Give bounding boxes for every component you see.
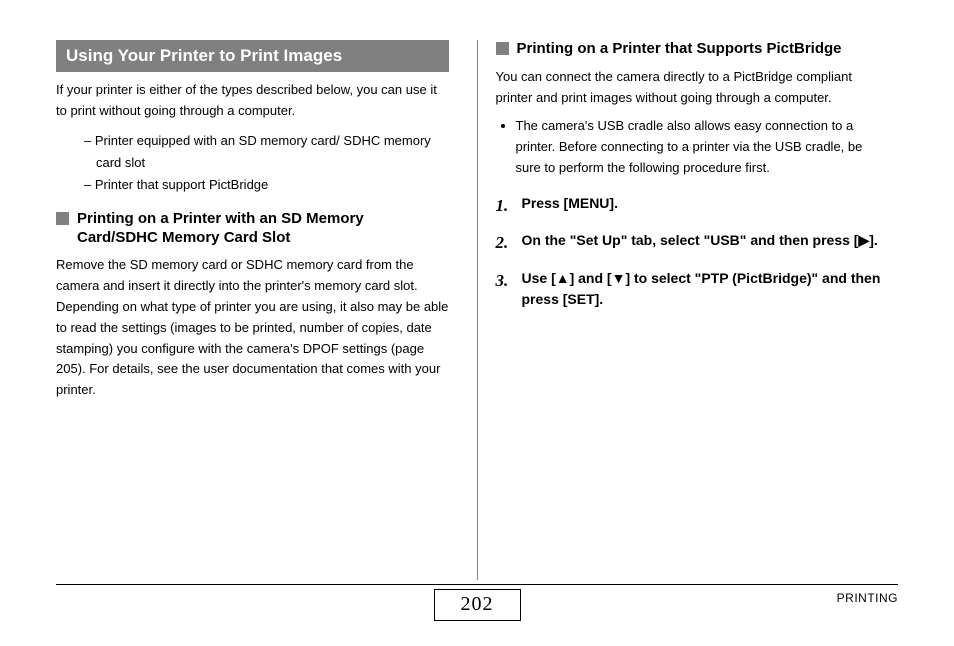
subsection-title: Printing on a Printer with an SD Memory … [77,210,449,248]
note-list: The camera's USB cradle also allows easy… [496,116,889,178]
intro-text: If your printer is either of the types d… [56,80,449,122]
step-text: On the "Set Up" tab, select "USB" and th… [522,230,889,251]
subsection-body: Remove the SD memory card or SDHC memory… [56,255,449,401]
subsection-heading: Printing on a Printer with an SD Memory … [56,210,449,248]
step-item: 2. On the "Set Up" tab, select "USB" and… [496,230,889,256]
subsection-title: Printing on a Printer that Supports Pict… [517,40,842,59]
step-number: 2. [496,230,518,256]
square-bullet-icon [496,42,509,55]
right-column: Printing on a Printer that Supports Pict… [496,40,899,580]
step-number: 3. [496,268,518,294]
square-bullet-icon [56,212,69,225]
list-item: Printer equipped with an SD memory card/… [84,130,449,174]
left-column: Using Your Printer to Print Images If yo… [56,40,459,580]
step-number: 1. [496,193,518,219]
column-divider [477,40,478,580]
footer-rule [56,584,898,585]
list-item: The camera's USB cradle also allows easy… [516,116,889,178]
page-footer: 202 PRINTING [56,584,898,628]
step-text: Use [▲] and [▼] to select "PTP (PictBrid… [522,268,889,310]
procedure-steps: 1. Press [MENU]. 2. On the "Set Up" tab,… [496,193,889,310]
step-text: Press [MENU]. [522,193,889,214]
content-columns: Using Your Printer to Print Images If yo… [56,40,898,580]
section-label: PRINTING [837,591,898,605]
manual-page: Using Your Printer to Print Images If yo… [0,0,954,646]
list-item: Printer that support PictBridge [84,174,449,196]
printer-types-list: Printer equipped with an SD memory card/… [56,130,449,196]
section-banner: Using Your Printer to Print Images [56,40,449,72]
page-number: 202 [434,589,521,621]
intro-text: You can connect the camera directly to a… [496,67,889,109]
step-item: 1. Press [MENU]. [496,193,889,219]
subsection-heading: Printing on a Printer that Supports Pict… [496,40,889,59]
footer-row: 202 PRINTING [56,589,898,621]
step-item: 3. Use [▲] and [▼] to select "PTP (PictB… [496,268,889,310]
